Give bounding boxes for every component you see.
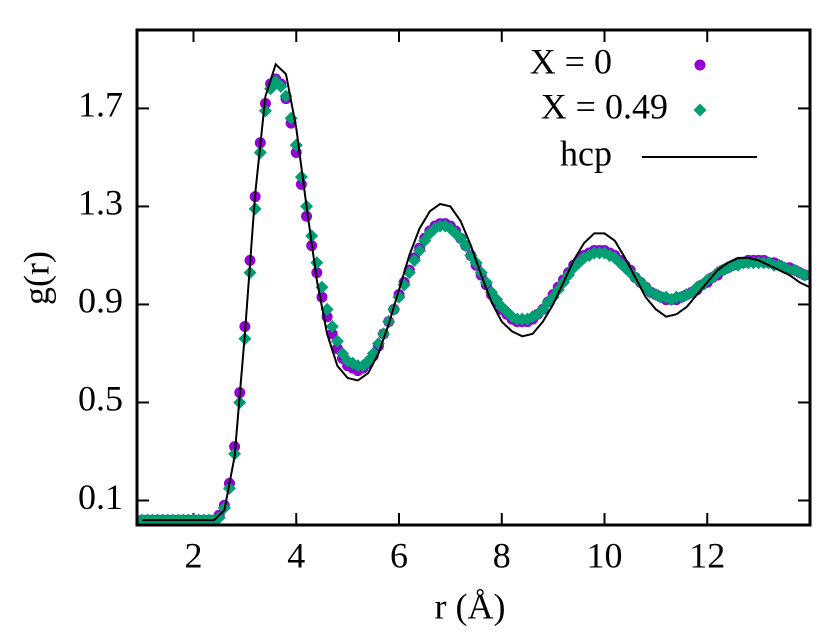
- point: [248, 202, 262, 216]
- legend-swatch: [693, 103, 707, 117]
- x-tick-label: 12: [689, 535, 725, 575]
- x-tick-label: 10: [587, 535, 623, 575]
- legend-label: X = 0: [530, 41, 612, 81]
- y-axis-label: g(r): [16, 251, 56, 305]
- point: [413, 244, 427, 258]
- point: [311, 267, 323, 279]
- line: [142, 62, 810, 522]
- x-tick-label: 6: [390, 535, 408, 575]
- legend-label: X = 0.49: [541, 86, 668, 126]
- x-tick-label: 2: [185, 535, 203, 575]
- y-tick-label: 1.3: [78, 183, 123, 223]
- point: [603, 248, 617, 262]
- point: [798, 268, 810, 282]
- x-tick-label: 8: [493, 535, 511, 575]
- point: [310, 256, 324, 270]
- y-tick-label: 0.5: [78, 379, 123, 419]
- y-tick-label: 0.9: [78, 281, 123, 321]
- point: [294, 170, 308, 184]
- point: [407, 253, 421, 267]
- y-tick-label: 0.1: [78, 477, 123, 517]
- point: [330, 334, 344, 348]
- point: [325, 320, 339, 334]
- x-tick-label: 4: [287, 535, 305, 575]
- point: [305, 229, 319, 243]
- y-tick-label: 1.7: [78, 85, 123, 125]
- x-axis-label: r (Å): [435, 586, 506, 626]
- point: [326, 328, 338, 340]
- legend-swatch: [694, 59, 706, 71]
- point: [274, 79, 288, 93]
- plot-frame: [135, 28, 812, 527]
- legend-label: hcp: [560, 133, 612, 173]
- point: [258, 104, 272, 118]
- point: [212, 511, 226, 525]
